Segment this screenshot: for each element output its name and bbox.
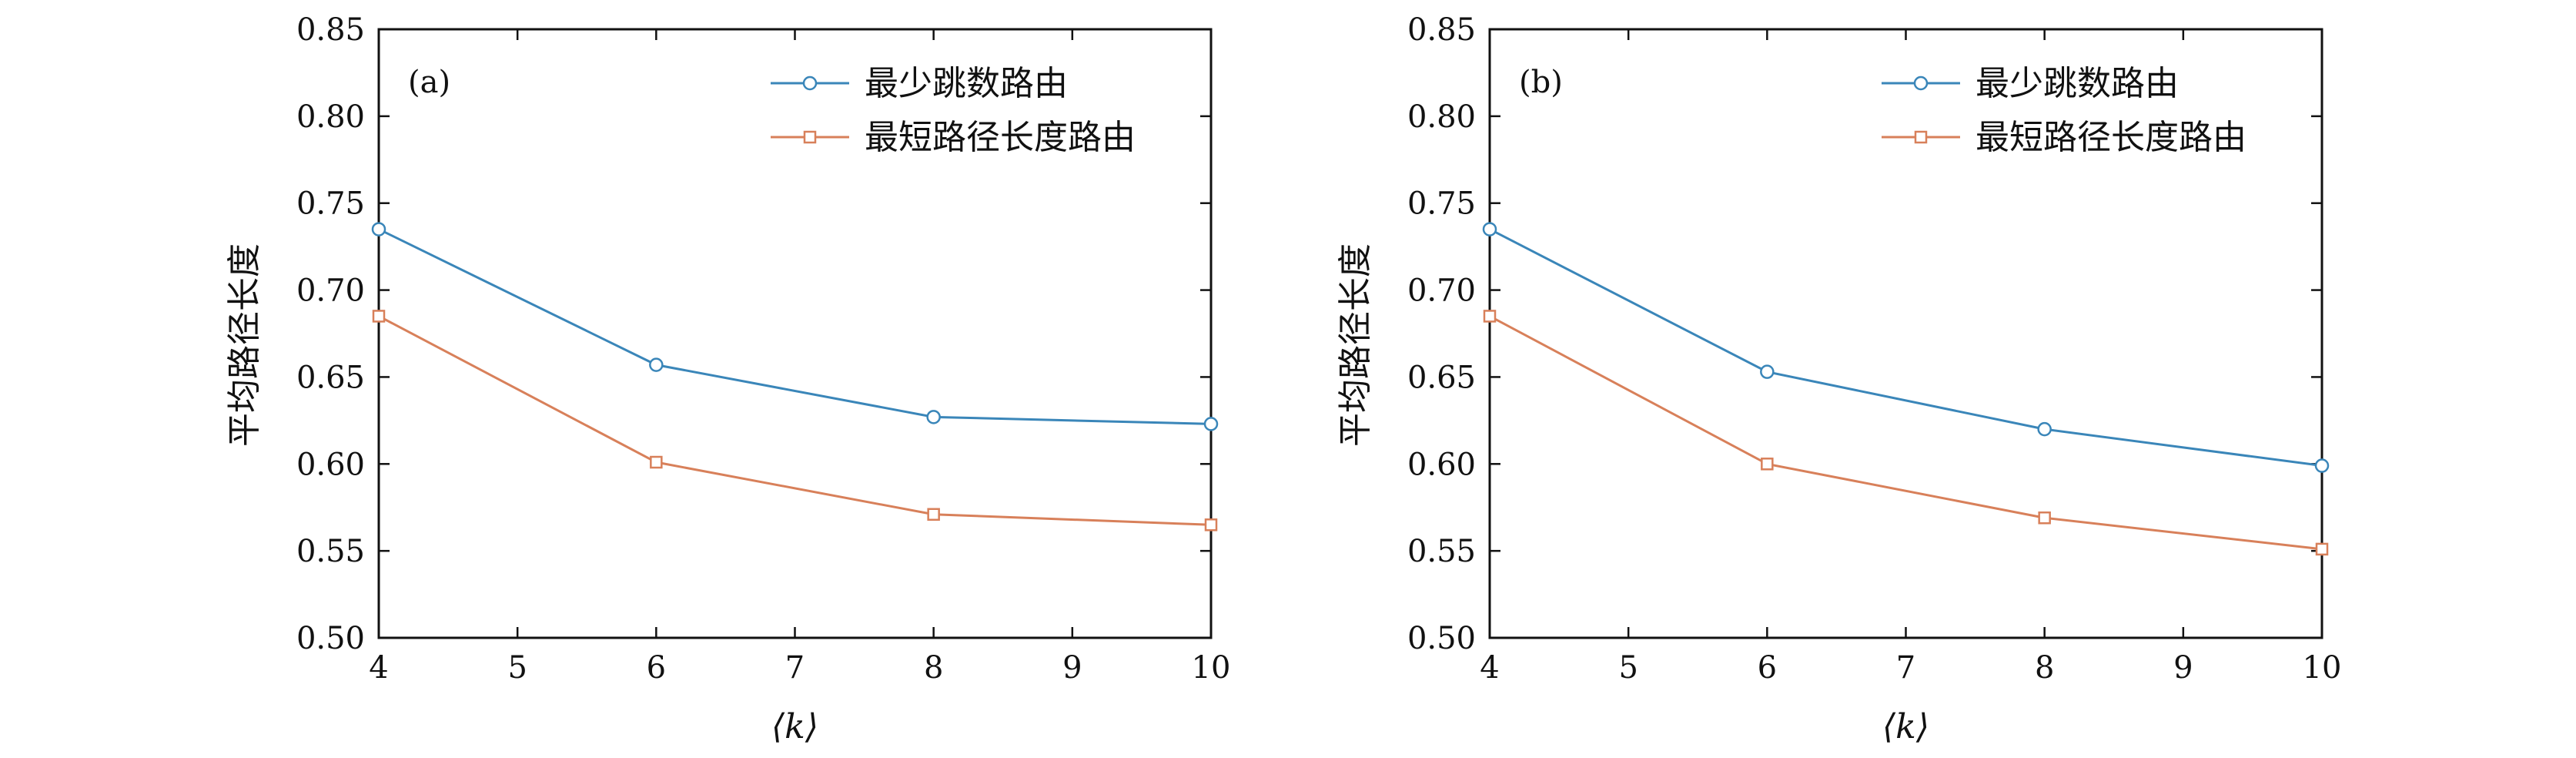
legend-label-2: 最短路径长度路由 (865, 118, 1136, 157)
x-tick-label: 6 (647, 650, 666, 686)
data-point-square (927, 508, 940, 521)
x-tick-label: 5 (507, 650, 527, 686)
legend-label-2: 最短路径长度路由 (1975, 118, 2246, 157)
x-axis-label: ⟨k⟩ (1882, 707, 1929, 746)
x-tick-label: 4 (369, 650, 388, 686)
legend-label-1: 最少跳数路由 (865, 64, 1068, 103)
y-axis-label: 平均路径长度 (225, 243, 264, 447)
x-tick-label: 6 (1758, 650, 1777, 686)
legend-marker-circle (1913, 75, 1929, 91)
x-tick-label: 10 (2303, 650, 2342, 686)
legend-marker-square (803, 130, 817, 144)
data-point-square (2315, 542, 2329, 556)
data-point-circle (2037, 421, 2052, 437)
x-tick-label: 7 (1896, 650, 1915, 686)
x-tick-label: 10 (1192, 650, 1231, 686)
data-point-square (1761, 458, 1774, 471)
x-tick-label: 4 (1480, 650, 1499, 686)
data-point-circle (2314, 458, 2330, 473)
legend-marker-circle (802, 75, 818, 91)
data-point-square (2038, 511, 2051, 525)
data-point-square (372, 310, 386, 323)
data-point-circle (926, 410, 941, 424)
y-tick-label: 0.50 (296, 621, 365, 656)
series-line-2 (1489, 315, 2323, 551)
y-tick-label: 0.80 (1407, 99, 1476, 135)
y-tick-label: 0.65 (1407, 360, 1476, 395)
x-tick-label: 5 (1618, 650, 1638, 686)
data-point-circle (1760, 364, 1775, 379)
y-tick-label: 0.65 (296, 360, 365, 395)
y-tick-label: 0.80 (296, 99, 365, 135)
chart-panel-b: 4 5 6 7 8 9 10 0.50 0.55 0.60 0.65 0.70 0.75 0.80 0.85… (1336, 12, 2341, 746)
data-point-circle (649, 357, 664, 372)
y-tick-label: 0.55 (1407, 534, 1476, 569)
y-tick-label: 0.85 (1407, 12, 1476, 48)
y-tick-label: 0.75 (296, 186, 365, 222)
y-tick-label: 0.75 (1407, 186, 1476, 222)
x-axis-label: ⟨k⟩ (771, 707, 818, 746)
legend-marker-square (1914, 130, 1928, 144)
x-tick-label: 7 (785, 650, 805, 686)
data-point-square (1204, 518, 1218, 532)
y-tick-label: 0.70 (296, 273, 365, 309)
data-point-square (650, 455, 663, 469)
data-point-square (1483, 310, 1497, 323)
series-line-1 (378, 228, 1212, 425)
series-line-2 (378, 315, 1212, 526)
x-tick-label: 8 (924, 650, 943, 686)
panel-label: (b) (1519, 65, 1563, 100)
x-tick-label: 8 (2035, 650, 2054, 686)
legend-label-1: 最少跳数路由 (1975, 64, 2179, 103)
y-axis-label: 平均路径长度 (1336, 243, 1375, 447)
panel-label: (a) (408, 65, 450, 100)
x-tick-label: 9 (2173, 650, 2193, 686)
y-tick-label: 0.55 (296, 534, 365, 569)
y-tick-label: 0.60 (296, 447, 365, 482)
data-point-circle (1203, 417, 1219, 431)
y-tick-label: 0.50 (1407, 621, 1476, 656)
chart-panel-a: 4 5 6 7 8 9 10 0.50 0.55 0.60 0.65 0.70 0.75 0.80 0.85… (225, 12, 1230, 746)
data-point-circle (1482, 222, 1497, 236)
y-tick-label: 0.85 (296, 12, 365, 48)
y-tick-label: 0.70 (1407, 273, 1476, 309)
series-line-1 (1489, 228, 2323, 468)
x-tick-label: 9 (1062, 650, 1082, 686)
y-tick-label: 0.60 (1407, 447, 1476, 482)
data-point-circle (371, 222, 386, 236)
